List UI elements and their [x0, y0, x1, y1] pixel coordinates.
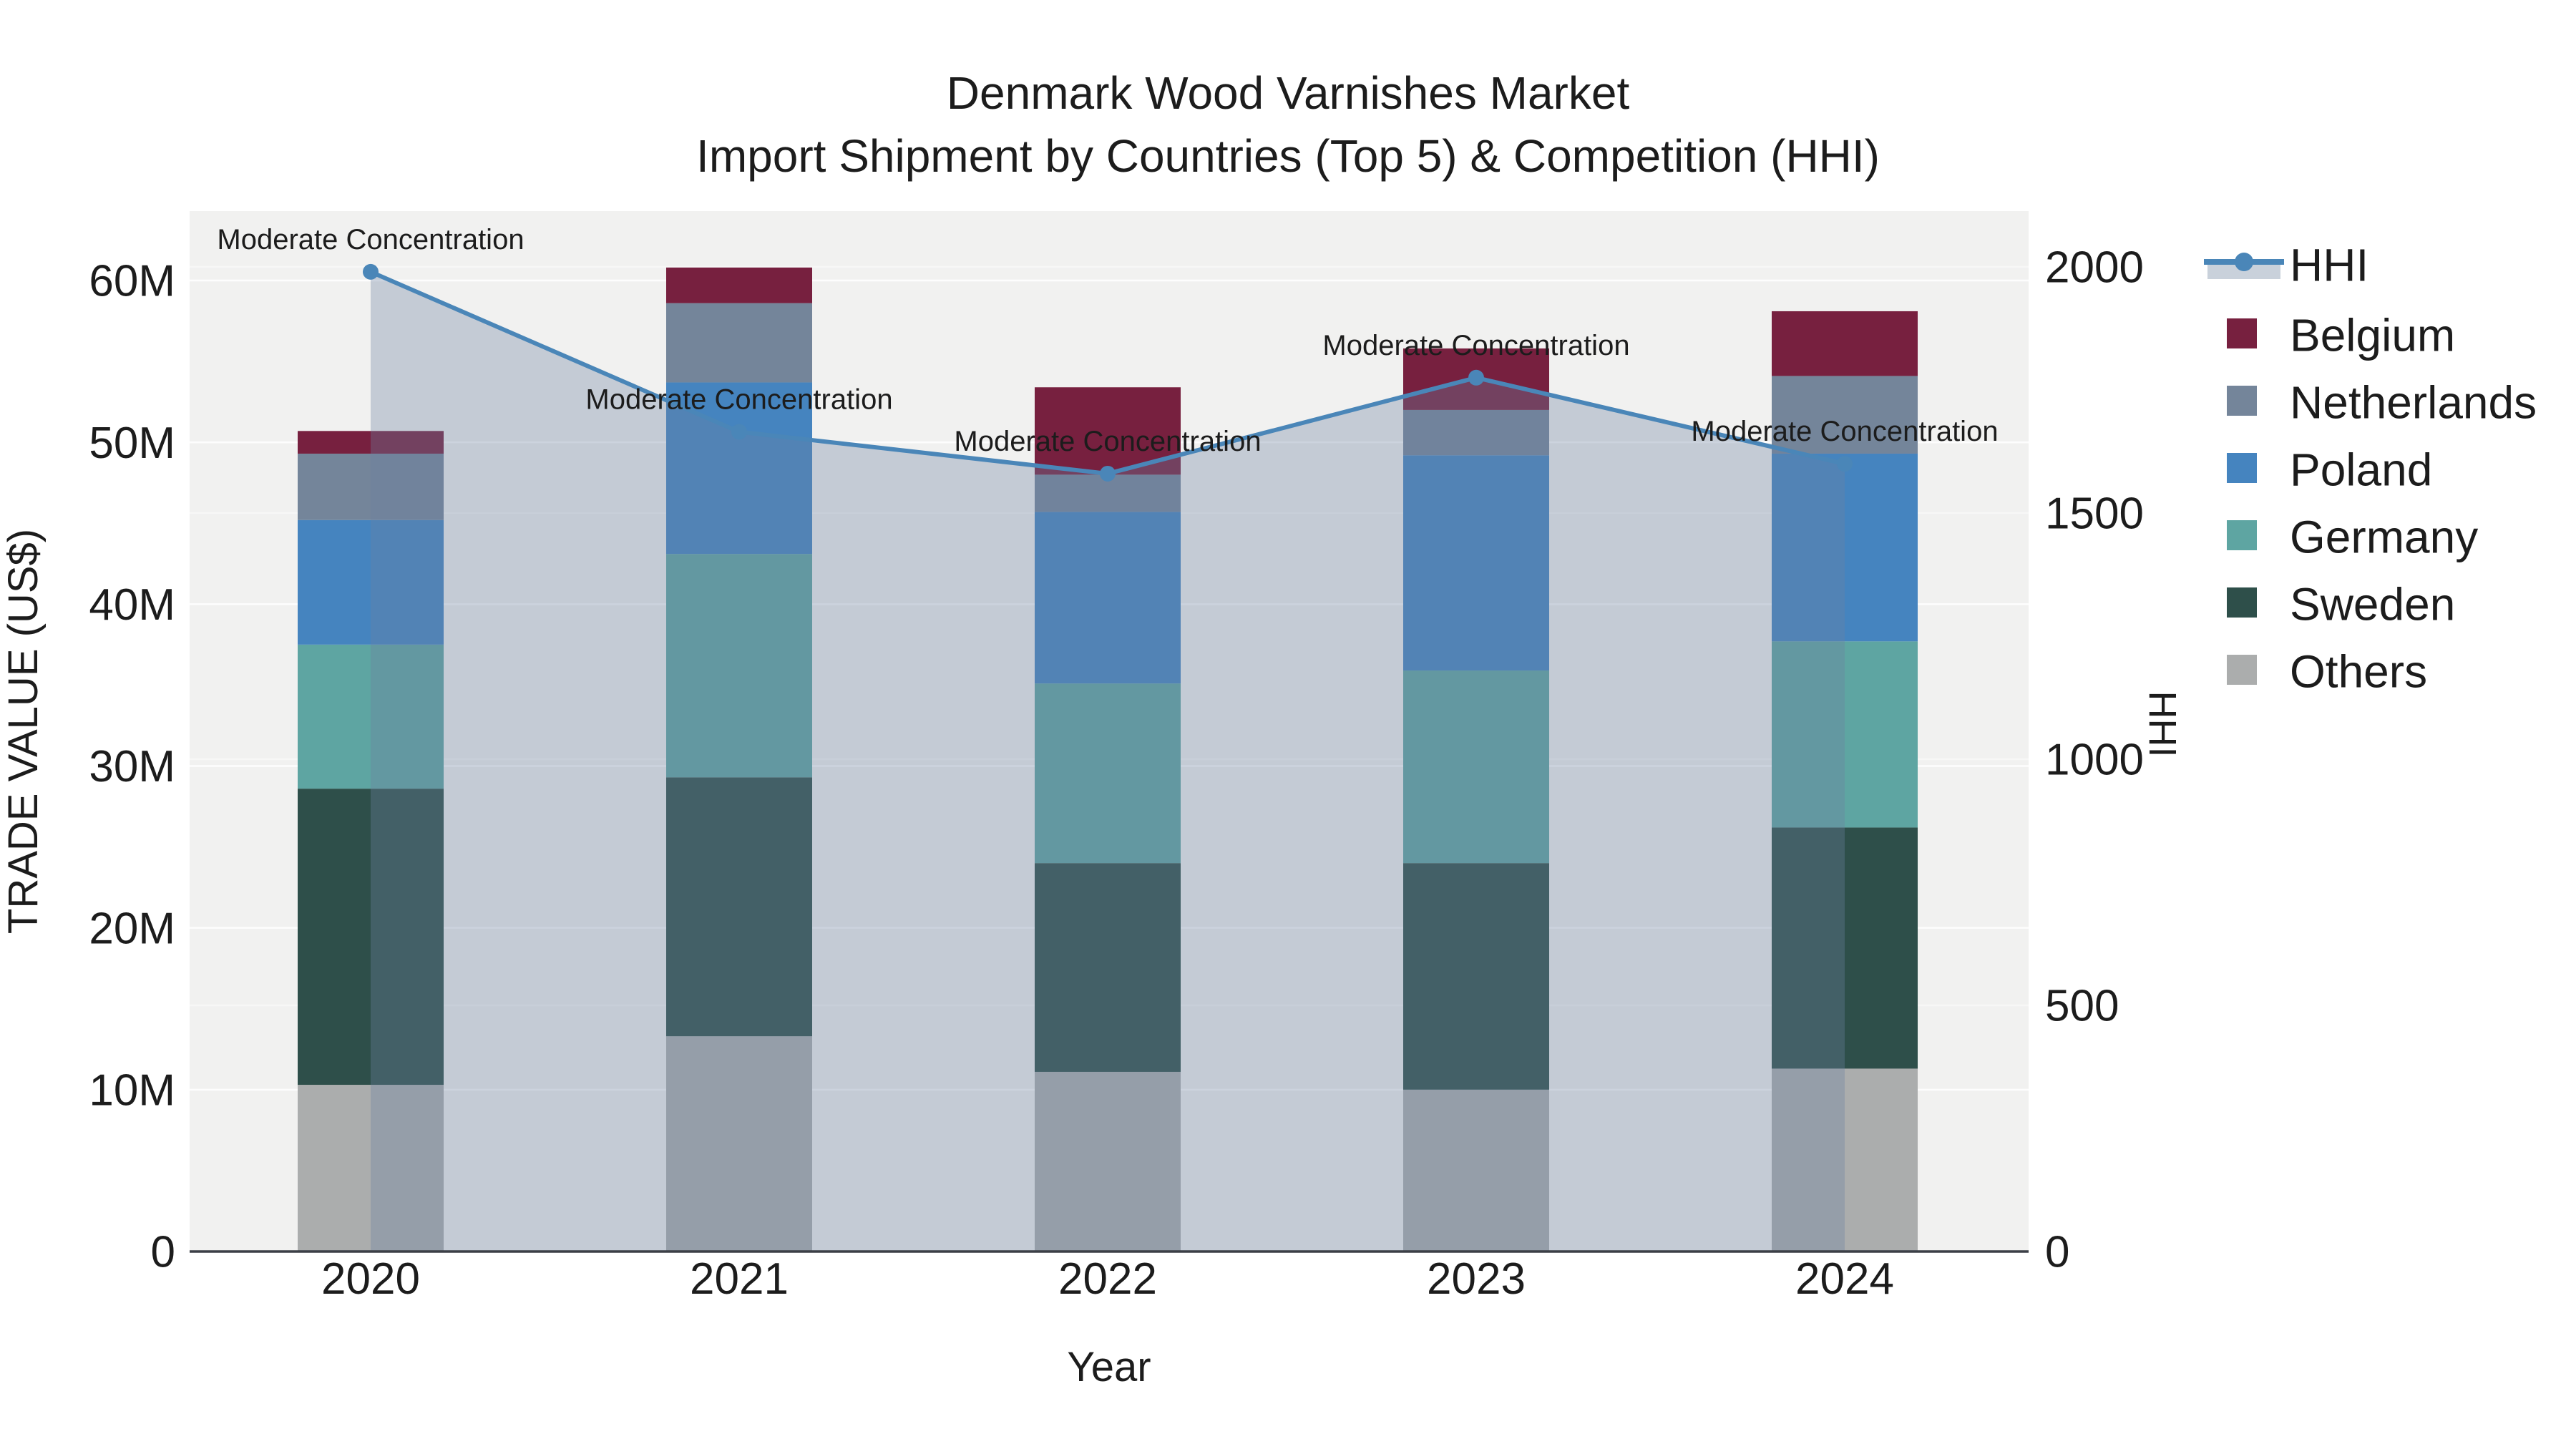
legend: HHI Belgium Netherlands Poland Germany Sweden…	[2204, 239, 2537, 697]
y-axis-left-title: TRADE VALUE (US$)	[0, 529, 47, 934]
legend-item-others[interactable]: Others	[2227, 645, 2427, 697]
legend-swatch-belgium	[2227, 318, 2257, 348]
y-left-tick-50M: 50M	[89, 419, 175, 468]
y-right-tick-0: 0	[2045, 1228, 2069, 1277]
y-right-tick-1500: 1500	[2045, 489, 2144, 539]
legend-item-belgium[interactable]: Belgium	[2227, 309, 2455, 361]
x-tick-2021: 2021	[690, 1254, 789, 1304]
x-tick-2020: 2020	[321, 1254, 420, 1304]
legend-item-poland[interactable]: Poland	[2227, 444, 2432, 495]
legend-label-belgium: Belgium	[2290, 309, 2455, 361]
bar-segment-belgium-2024	[1772, 311, 1918, 376]
annotation-2022: Moderate Concentration	[954, 426, 1261, 457]
bar-segment-sweden-2022	[1035, 863, 1181, 1072]
annotation-2020: Moderate Concentration	[217, 224, 524, 255]
bar-segment-others-2024	[1772, 1068, 1918, 1252]
x-tick-2023: 2023	[1427, 1254, 1526, 1304]
bar-segment-netherlands-2023	[1403, 409, 1549, 456]
hhi-area-fill	[371, 271, 1845, 1252]
legend-label-germany: Germany	[2290, 511, 2478, 562]
y-left-tick-10M: 10M	[89, 1066, 175, 1116]
hhi-marker-2020	[363, 263, 379, 280]
x-tick-2024: 2024	[1795, 1254, 1894, 1304]
hhi-fill-area	[371, 271, 1845, 1252]
y-right-tick-1000: 1000	[2045, 736, 2144, 785]
y-left-tick-20M: 20M	[89, 904, 175, 953]
y-left-tick-0: 0	[151, 1228, 175, 1277]
legend-swatch-sweden	[2227, 587, 2257, 618]
bar-segment-sweden-2024	[1772, 827, 1918, 1069]
bar-segment-belgium-2020	[298, 431, 444, 454]
bar-segment-netherlands-2020	[298, 453, 444, 520]
legend-label-hhi: HHI	[2290, 239, 2368, 291]
bar-segment-germany-2023	[1403, 670, 1549, 864]
legend-swatch-poland	[2227, 453, 2257, 483]
x-axis-ticks: 2020 2021 2022 2023 2024	[321, 1254, 1894, 1304]
y-axis-left-ticks: 0 10M 20M 30M 40M 50M 60M	[89, 257, 175, 1277]
y-axis-right-ticks: 0 500 1000 1500 2000	[2045, 243, 2144, 1277]
bar-segment-poland-2022	[1035, 512, 1181, 684]
bar-segment-others-2021	[666, 1036, 812, 1252]
chart-title-line2: Import Shipment by Countries (Top 5) & C…	[696, 130, 1880, 182]
bar-segment-germany-2022	[1035, 683, 1181, 864]
y-right-tick-500: 500	[2045, 982, 2119, 1031]
bar-segment-poland-2020	[298, 519, 444, 645]
y-left-tick-30M: 30M	[89, 742, 175, 791]
hhi-marker-swatch	[2235, 253, 2253, 271]
hhi-marker-2021	[731, 424, 747, 440]
legend-swatch-netherlands	[2227, 386, 2257, 416]
legend-label-sweden: Sweden	[2290, 578, 2455, 630]
legend-label-netherlands: Netherlands	[2290, 376, 2537, 428]
x-tick-2022: 2022	[1058, 1254, 1157, 1304]
hhi-line	[363, 263, 1853, 482]
annotations: Moderate Concentration Moderate Concentra…	[217, 224, 1998, 457]
bar-segment-netherlands-2021	[666, 303, 812, 383]
stacked-bars	[298, 267, 1918, 1252]
bar-segment-poland-2023	[1403, 455, 1549, 671]
y-left-tick-60M: 60M	[89, 257, 175, 306]
y-left-tick-40M: 40M	[89, 580, 175, 630]
bar-segment-others-2023	[1403, 1089, 1549, 1252]
legend-item-netherlands[interactable]: Netherlands	[2227, 376, 2537, 428]
annotation-2023: Moderate Concentration	[1322, 330, 1629, 361]
legend-label-others: Others	[2290, 645, 2427, 697]
annotation-2021: Moderate Concentration	[585, 384, 892, 415]
legend-swatch-germany	[2227, 520, 2257, 550]
y-right-tick-2000: 2000	[2045, 243, 2144, 293]
bar-segment-germany-2024	[1772, 641, 1918, 828]
hhi-marker-2024	[1837, 456, 1853, 472]
y-axis-right-title: HHI	[2141, 691, 2184, 758]
annotation-2024: Moderate Concentration	[1691, 416, 1998, 447]
bar-segment-sweden-2023	[1403, 863, 1549, 1090]
hhi-marker-2022	[1100, 465, 1116, 482]
legend-swatch-others	[2227, 655, 2257, 685]
bar-segment-germany-2021	[666, 554, 812, 778]
legend-item-germany[interactable]: Germany	[2227, 511, 2478, 562]
x-axis-title: Year	[1067, 1344, 1151, 1390]
legend-item-hhi[interactable]: HHI	[2204, 239, 2368, 291]
bar-segment-germany-2020	[298, 644, 444, 789]
bar-segment-netherlands-2024	[1772, 376, 1918, 454]
hhi-marker-2023	[1468, 369, 1484, 386]
legend-item-sweden[interactable]: Sweden	[2227, 578, 2455, 630]
bar-segment-others-2022	[1035, 1071, 1181, 1252]
bar-segment-others-2020	[298, 1085, 444, 1252]
bar-segment-belgium-2021	[666, 267, 812, 303]
chart-title-line1: Denmark Wood Varnishes Market	[947, 67, 1630, 119]
bar-segment-sweden-2020	[298, 789, 444, 1085]
bar-segment-sweden-2021	[666, 777, 812, 1037]
legend-label-poland: Poland	[2290, 444, 2432, 495]
bar-segment-poland-2024	[1772, 453, 1918, 642]
